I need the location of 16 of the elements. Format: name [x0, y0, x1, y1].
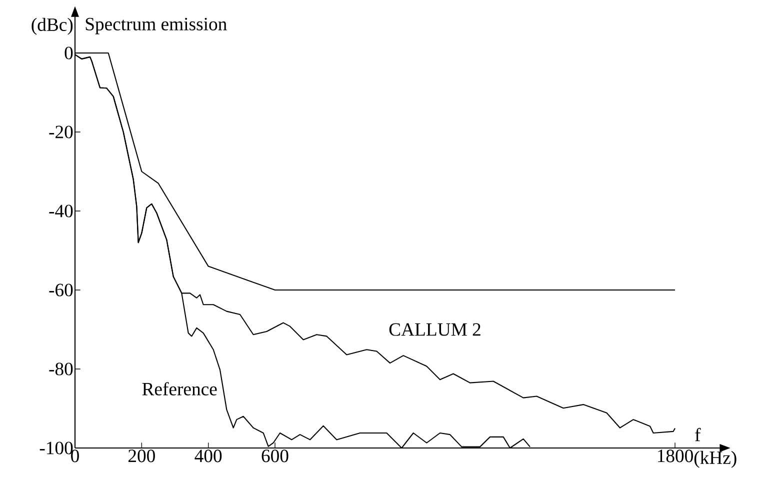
y-tick-label: -80 — [49, 362, 73, 376]
x-tick-label: 400 — [194, 450, 222, 462]
y-tick-label: 0 — [64, 46, 73, 60]
x-tick-label: 600 — [262, 450, 288, 462]
x-axis-title: (kHz) — [694, 450, 736, 468]
chart-title: Spectrum emission — [86, 18, 227, 34]
x-tick-label: 1800 — [658, 450, 693, 462]
x-tick-label: 200 — [128, 450, 155, 462]
y-tick-label: -20 — [49, 126, 73, 138]
y-tick-label: -100 — [40, 442, 73, 454]
y-tick-label: -60 — [49, 284, 73, 296]
annotation: f — [695, 428, 701, 442]
series-label: Reference — [142, 382, 217, 396]
y-tick-label: -40 — [49, 204, 73, 218]
series-label: CALLUM 2 — [389, 323, 480, 336]
y-axis-title: (dBc) — [32, 18, 73, 35]
